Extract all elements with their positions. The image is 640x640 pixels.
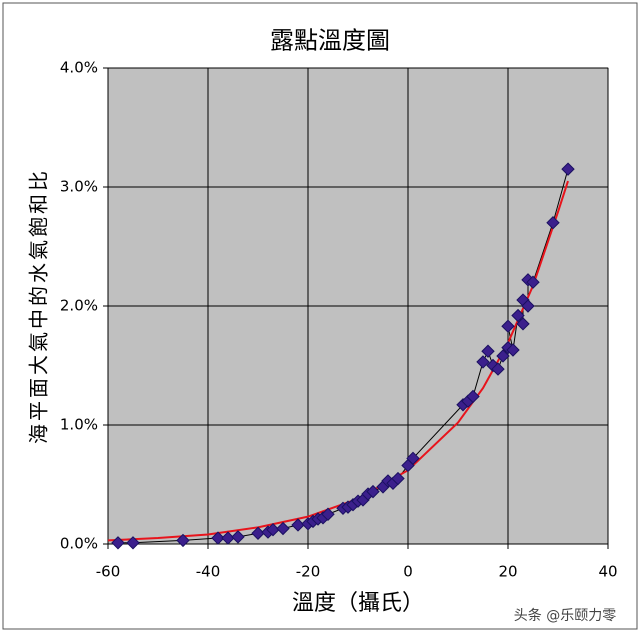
chart-title: 露點溫度圖 [270, 27, 390, 55]
y-tick-label: 2.0% [60, 297, 98, 315]
data-point [251, 526, 265, 540]
data-point [366, 484, 380, 499]
data-point [211, 531, 225, 545]
y-axis-label: 海平面大氣中的水氣飽和比 [27, 168, 51, 444]
y-tick-label: 1.0% [60, 416, 98, 434]
data-point [126, 536, 140, 550]
data-point [476, 355, 490, 369]
data-point [521, 299, 535, 313]
data-point [276, 521, 290, 536]
y-tick-label: 0.0% [60, 535, 98, 553]
data-point [266, 523, 280, 537]
data-point [506, 343, 520, 357]
data-point [406, 451, 420, 466]
y-tick-label: 4.0% [60, 59, 98, 77]
y-tick-label: 3.0% [60, 178, 98, 196]
data-point [176, 533, 190, 548]
data-point [511, 308, 525, 323]
data-point [526, 275, 540, 289]
x-tick-label: 20 [498, 563, 517, 581]
data-point [466, 389, 480, 404]
x-tick-label: 40 [598, 563, 617, 581]
x-tick-label: -40 [196, 563, 221, 581]
x-axis-label: 溫度（攝氏） [292, 591, 424, 616]
data-point [501, 319, 515, 333]
x-tick-label: -60 [96, 563, 121, 581]
data-point [321, 507, 335, 521]
x-tick-label: -20 [296, 563, 321, 581]
data-point [391, 471, 405, 486]
data-point [221, 531, 235, 545]
data-point [231, 530, 245, 544]
data-point [561, 162, 575, 176]
data-point [546, 215, 560, 230]
watermark: 头条 @乐颐力零 [514, 607, 616, 624]
data-point [491, 362, 505, 376]
x-tick-label: 0 [403, 563, 413, 581]
data-point [496, 349, 510, 363]
data-point [291, 518, 305, 532]
data-point [111, 536, 125, 550]
data-point [481, 344, 495, 358]
data-point [516, 317, 530, 331]
